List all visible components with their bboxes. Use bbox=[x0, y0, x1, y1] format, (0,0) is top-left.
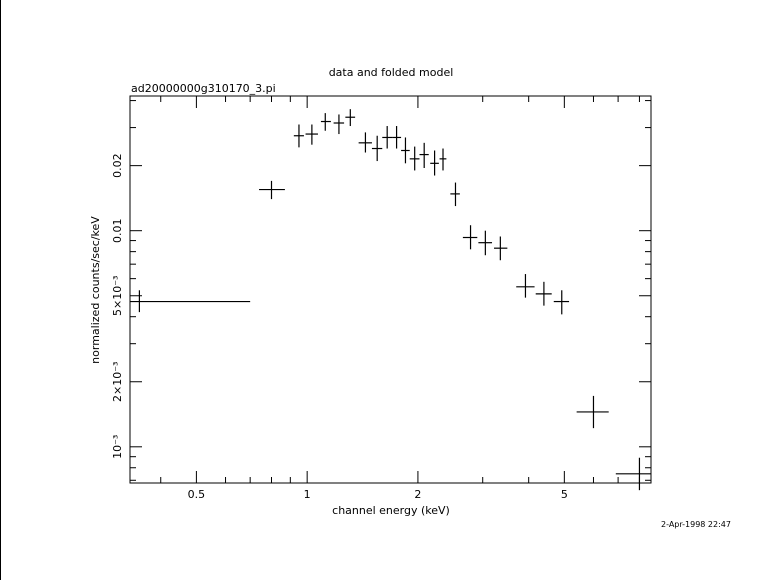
y-tick-label: 0.02 bbox=[111, 153, 124, 178]
x-axis-label: channel energy (keV) bbox=[332, 504, 450, 517]
data-points bbox=[130, 109, 651, 491]
data-point bbox=[450, 182, 460, 207]
data-point bbox=[259, 180, 285, 200]
data-point bbox=[419, 142, 429, 169]
data-point bbox=[320, 113, 331, 131]
data-point bbox=[130, 290, 251, 313]
data-point bbox=[333, 114, 345, 135]
data-point bbox=[615, 457, 651, 491]
data-point bbox=[382, 126, 393, 149]
data-point bbox=[392, 126, 402, 149]
data-point bbox=[516, 274, 535, 298]
y-tick-label: 10⁻³ bbox=[111, 435, 124, 459]
data-point bbox=[494, 236, 508, 261]
data-point bbox=[535, 281, 552, 306]
x-tick-label: 1 bbox=[304, 488, 311, 501]
y-axis-label: normalized counts/sec/keV bbox=[89, 216, 102, 364]
x-tick-label: 2 bbox=[414, 488, 421, 501]
data-point bbox=[401, 137, 410, 164]
y-tick-label: 2×10⁻³ bbox=[111, 362, 124, 402]
data-point bbox=[478, 230, 493, 256]
axis-tick-labels: 0.5 1 2 5 10⁻³ 2×10⁻³ 5×10⁻³ 0.01 0.02 bbox=[111, 153, 568, 501]
plot-timestamp: 2-Apr-1998 22:47 bbox=[661, 520, 731, 529]
data-point bbox=[305, 124, 318, 145]
data-point bbox=[576, 395, 609, 429]
data-point bbox=[553, 290, 570, 315]
y-tick-label: 5×10⁻³ bbox=[111, 276, 124, 316]
page-left-edge bbox=[0, 0, 1, 580]
data-point bbox=[293, 124, 304, 148]
data-point bbox=[439, 148, 447, 171]
data-point bbox=[358, 132, 372, 153]
data-point bbox=[462, 225, 478, 250]
chart-subtitle: ad20000000g310170_3.pi bbox=[131, 82, 276, 95]
x-tick-label: 0.5 bbox=[188, 488, 206, 501]
data-point bbox=[409, 146, 420, 171]
y-tick-label: 0.01 bbox=[111, 218, 124, 243]
data-point bbox=[430, 150, 439, 176]
plot-frame bbox=[129, 95, 652, 484]
data-point bbox=[345, 109, 356, 127]
chart-title: data and folded model bbox=[329, 66, 454, 79]
data-point bbox=[371, 135, 383, 162]
axis-ticks bbox=[130, 96, 651, 483]
x-tick-label: 5 bbox=[561, 488, 568, 501]
